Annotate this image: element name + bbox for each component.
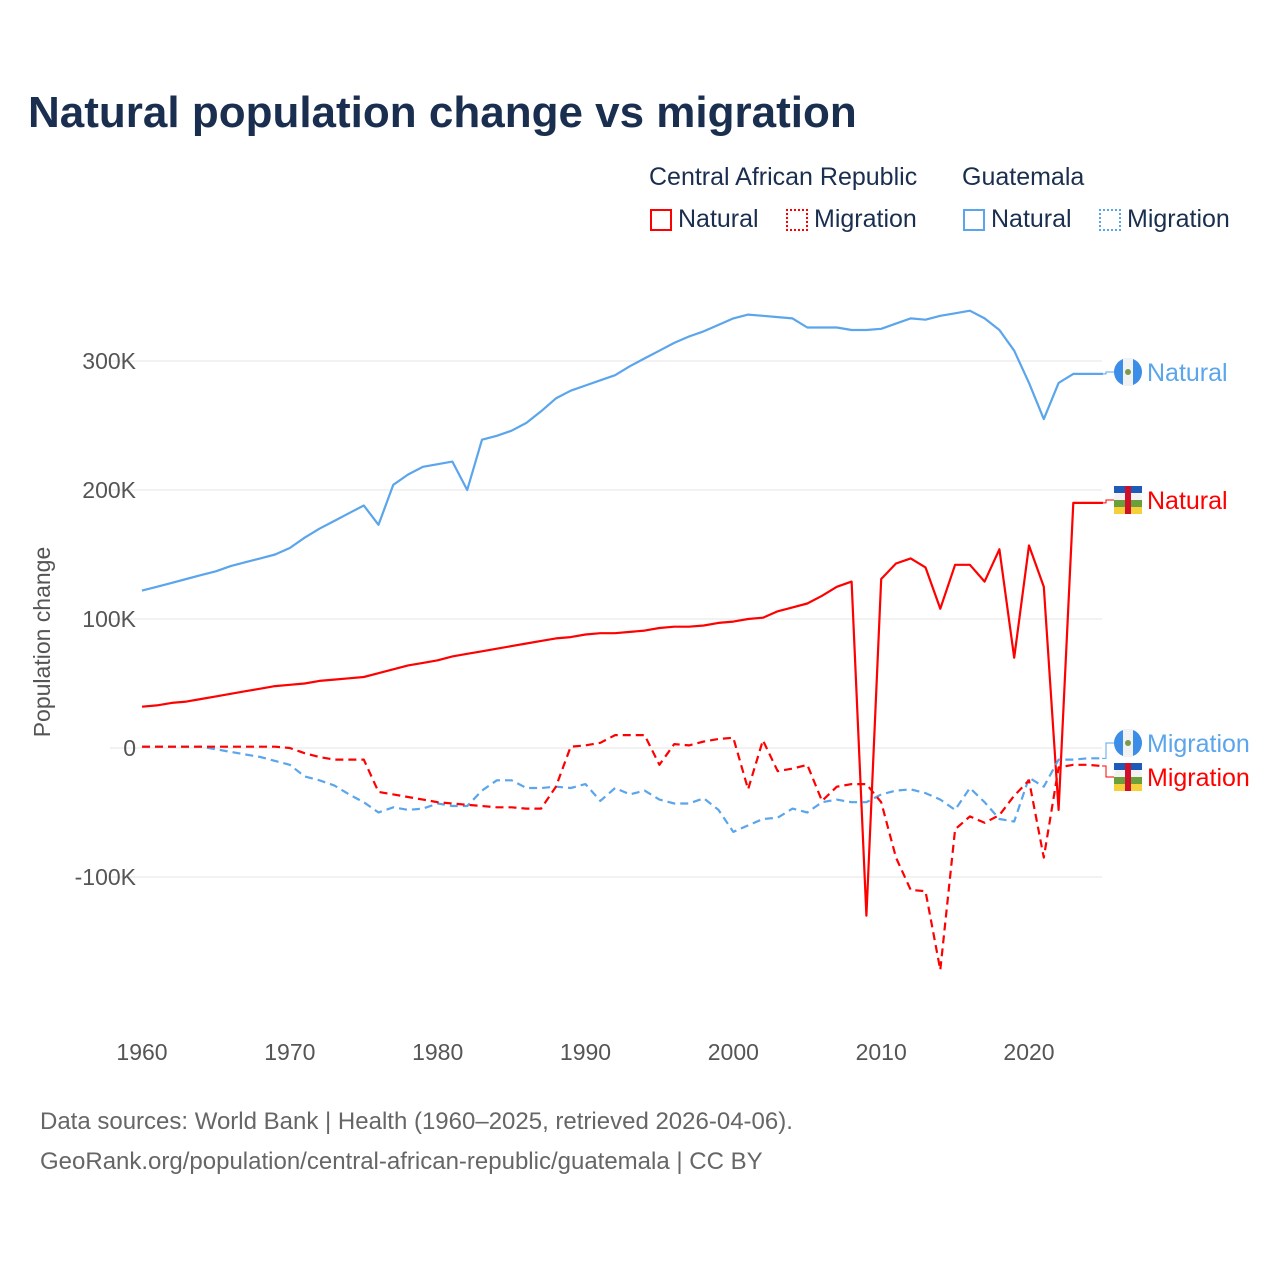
legend-group-car: Central African Republic bbox=[649, 163, 918, 191]
series-end-label: Migration bbox=[1147, 730, 1250, 758]
x-tick-label: 1980 bbox=[412, 1039, 463, 1065]
legend-group-guatemala: Guatemala bbox=[962, 163, 1085, 191]
source-line-2: GeoRank.org/population/central-african-r… bbox=[40, 1148, 763, 1175]
x-tick-label: 1970 bbox=[264, 1039, 315, 1065]
label-connector bbox=[1102, 371, 1114, 375]
flag-stripe bbox=[1125, 763, 1131, 791]
y-tick-label: 300K bbox=[82, 348, 136, 374]
series-end-label: Migration bbox=[1147, 764, 1250, 792]
series-line-2 bbox=[142, 745, 1103, 834]
label-connector bbox=[1102, 499, 1114, 504]
x-tick-label: 1960 bbox=[116, 1039, 167, 1065]
series-end-label: Natural bbox=[1147, 359, 1228, 387]
x-tick-label: 2000 bbox=[708, 1039, 759, 1065]
x-tick-label: 1990 bbox=[560, 1039, 611, 1065]
source-line-1: Data sources: World Bank | Health (1960–… bbox=[40, 1108, 793, 1135]
flag-emblem bbox=[1125, 740, 1131, 746]
series-line-3 bbox=[142, 733, 1103, 972]
x-tick-label: 2010 bbox=[856, 1039, 907, 1065]
label-connector bbox=[1102, 742, 1114, 759]
label-connector bbox=[1102, 765, 1114, 778]
legend-car-migration[interactable]: Migration bbox=[786, 205, 917, 234]
legend-gt-migration[interactable]: Migration bbox=[1099, 205, 1230, 234]
y-tick-label: 200K bbox=[82, 477, 136, 503]
y-tick-label: -100K bbox=[75, 864, 137, 890]
y-tick-label: 100K bbox=[82, 606, 136, 632]
x-tick-label: 2020 bbox=[1003, 1039, 1054, 1065]
y-tick-label: 0 bbox=[123, 735, 136, 761]
legend-gt-natural[interactable]: Natural bbox=[963, 205, 1072, 234]
y-axis-label: Population change bbox=[29, 547, 55, 738]
series-line-0 bbox=[141, 309, 1103, 592]
legend-car-natural[interactable]: Natural bbox=[650, 205, 759, 234]
series-line-1 bbox=[141, 501, 1103, 917]
flag-emblem bbox=[1125, 369, 1131, 375]
chart-title: Natural population change vs migration bbox=[28, 88, 857, 137]
flag-stripe bbox=[1125, 486, 1131, 514]
series-end-label: Natural bbox=[1147, 487, 1228, 515]
